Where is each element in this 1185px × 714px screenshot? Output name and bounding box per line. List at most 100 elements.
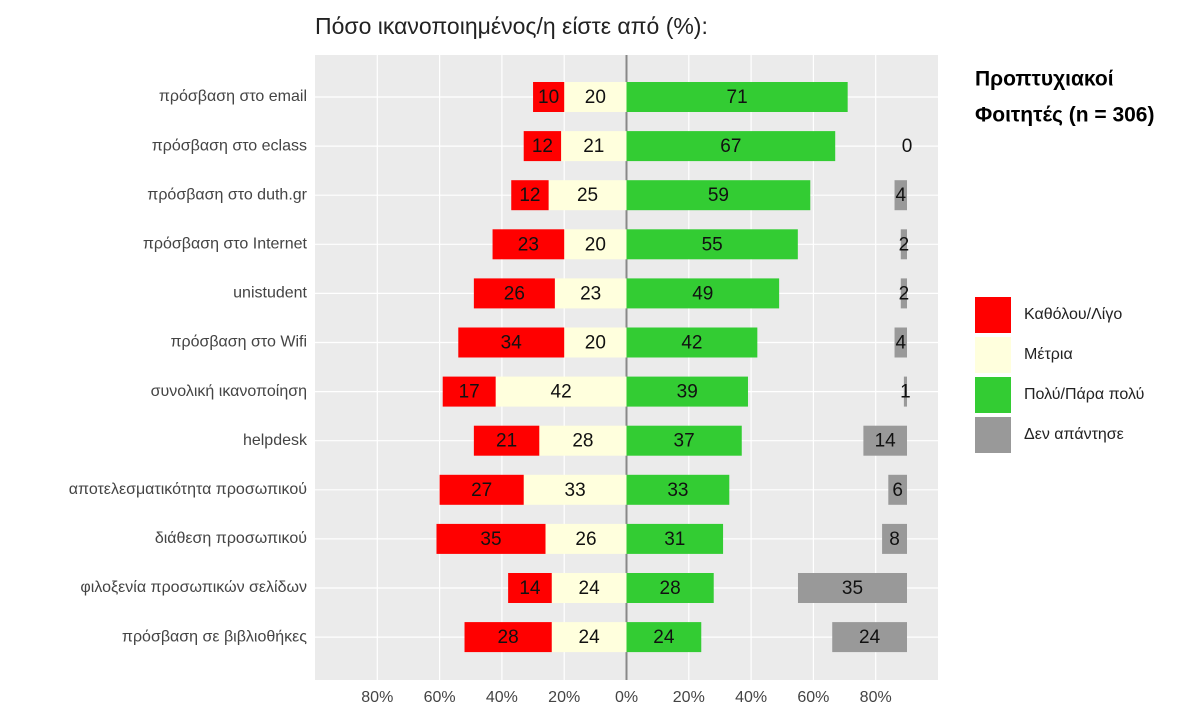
y-tick-label: συνολική ικανοποίηση (151, 383, 307, 400)
y-tick-label: διάθεση προσωπικού (155, 530, 307, 547)
data-label: 33 (667, 480, 688, 501)
bar-segment (561, 131, 627, 162)
legend-label: Πολύ/Πάρα πολύ (1024, 386, 1144, 403)
x-tick-label: 60% (424, 689, 456, 706)
bar-segment (797, 573, 907, 603)
bar-segment (439, 474, 524, 505)
bar-segment (626, 523, 724, 554)
bar-segment (436, 523, 546, 554)
bar-segment (548, 180, 627, 211)
bar-segment (442, 376, 496, 407)
y-tick-label: πρόσβαση στο eclass (152, 137, 307, 154)
data-label: 26 (575, 529, 596, 550)
data-label: 17 (459, 382, 480, 403)
x-tick-label: 80% (361, 689, 393, 706)
bar-segment (551, 573, 627, 603)
bar-segment (533, 82, 565, 112)
data-label: 34 (501, 333, 523, 354)
bar-segment (863, 425, 907, 456)
data-label: 21 (583, 136, 604, 157)
bar-segment (626, 82, 848, 112)
x-tick-label: 0% (615, 689, 638, 706)
bar-segment (545, 523, 627, 554)
data-label: 20 (585, 87, 606, 108)
data-label: 12 (519, 185, 540, 206)
data-label: 8 (889, 529, 900, 550)
bar-segment (473, 278, 555, 309)
data-label: 24 (859, 627, 881, 648)
bar-segment (626, 180, 811, 211)
bar-segment (458, 327, 565, 358)
data-label: 24 (579, 627, 601, 648)
data-label: 24 (653, 627, 675, 648)
bar-segment (511, 180, 549, 211)
y-tick-label: πρόσβαση στο Internet (143, 236, 308, 253)
bar-segment (551, 622, 627, 653)
bar-segment (554, 278, 627, 309)
data-label: 6 (892, 480, 903, 501)
bar-segment (564, 327, 627, 358)
y-tick-label: helpdesk (243, 432, 308, 449)
bar-segment (564, 82, 627, 112)
legend-label: Μέτρια (1024, 346, 1073, 363)
data-label: 12 (532, 136, 553, 157)
bar-segment (564, 229, 627, 260)
data-label: 14 (875, 431, 897, 452)
bar-segment (523, 474, 627, 505)
data-label: 28 (572, 431, 593, 452)
bar-segment (492, 229, 565, 260)
data-label: 2 (899, 234, 910, 255)
chart-title: Πόσο ικανοποιημένος/η είστε από (%): (315, 13, 708, 39)
legend-label: Δεν απάντησε (1024, 426, 1124, 443)
data-label: 26 (504, 283, 525, 304)
x-tick-label: 80% (860, 689, 892, 706)
bar-segment (900, 229, 907, 260)
data-label: 0 (902, 136, 913, 157)
data-label: 35 (842, 578, 863, 599)
bar-segment (626, 474, 730, 505)
legend-swatch (975, 377, 1011, 413)
legend-swatch (975, 337, 1011, 373)
data-label: 24 (579, 578, 601, 599)
bar-segment (508, 573, 552, 603)
data-label: 20 (585, 234, 606, 255)
y-tick-label: πρόσβαση στο Wifi (170, 334, 307, 351)
data-label: 23 (518, 234, 539, 255)
bar-segment (626, 376, 748, 407)
data-label: 23 (580, 283, 601, 304)
data-label: 35 (480, 529, 501, 550)
bar-segment (626, 229, 798, 260)
data-label: 21 (496, 431, 517, 452)
bar-segment (495, 376, 627, 407)
x-tick-label: 60% (797, 689, 829, 706)
data-label: 20 (585, 333, 606, 354)
data-label: 55 (702, 234, 723, 255)
data-label: 37 (674, 431, 695, 452)
bar-segment (882, 523, 907, 554)
bar-segment (900, 278, 907, 309)
y-tick-label: πρόσβαση σε βιβλιοθήκες (122, 628, 307, 645)
x-tick-label: 40% (486, 689, 518, 706)
data-label: 42 (551, 382, 572, 403)
bar-segment (888, 474, 907, 505)
data-label: 1 (900, 382, 911, 403)
y-tick-label: αποτελεσματικότητα προσωπικού (69, 481, 307, 498)
bar-segment (626, 327, 758, 358)
bar-segment (832, 622, 907, 653)
data-label: 10 (538, 87, 559, 108)
y-tick-label: πρόσβαση στο email (159, 88, 307, 105)
data-label: 2 (899, 283, 910, 304)
data-label: 4 (895, 333, 906, 354)
bar-segment (473, 425, 540, 456)
x-tick-label: 40% (735, 689, 767, 706)
bar-segment (539, 425, 627, 456)
bar-segment (894, 327, 907, 358)
bar-segment (626, 425, 742, 456)
data-label: 14 (519, 578, 541, 599)
data-label: 31 (664, 529, 685, 550)
legend-swatch (975, 297, 1011, 333)
data-label: 42 (681, 333, 702, 354)
x-tick-label: 20% (673, 689, 705, 706)
bar-segment (523, 131, 562, 162)
